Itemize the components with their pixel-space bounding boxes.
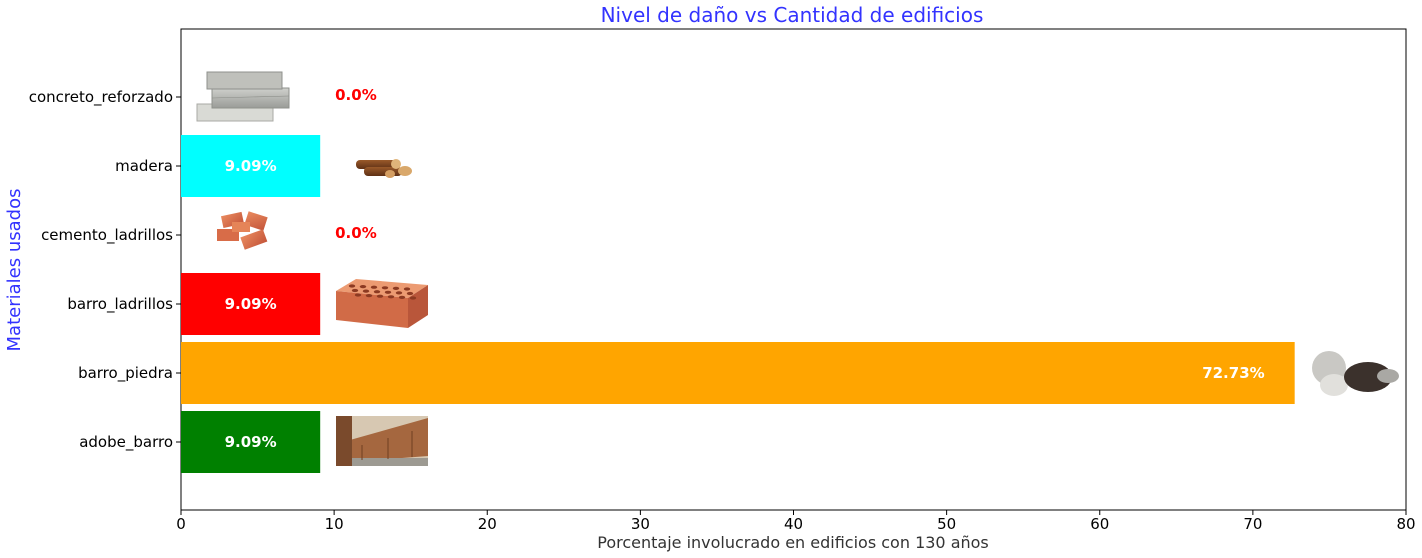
x-tick-label: 70 [1243,515,1262,533]
x-tick-label: 60 [1090,515,1109,533]
bar-value-label: 0.0% [335,224,377,242]
adobe-wall-image [336,416,428,466]
bar-value-label: 9.09% [225,433,277,451]
x-tick-label: 30 [631,515,650,533]
x-tick-label: 80 [1396,515,1415,533]
x-tick-label: 20 [478,515,497,533]
bar [181,411,321,473]
bar-value-label: 9.09% [225,157,277,175]
y-tick-label: cemento_ladrillos [41,226,173,245]
y-tick-label: adobe_barro [79,433,173,452]
cement-bricks-image [217,211,268,250]
x-tick-label: 10 [325,515,344,533]
bar-value-label: 9.09% [225,295,277,313]
x-tick-label: 40 [784,515,803,533]
chart-title: Nivel de daño vs Cantidad de edificios [601,3,984,27]
bar-value-label: 0.0% [335,86,377,104]
y-tick-label: concreto_reforzado [29,88,173,107]
bar-group: 0.0% 9.09% 0.0% 9.09% 72.73% 9.09% [181,86,1295,473]
bar [181,135,321,197]
river-stones-image [1312,351,1399,396]
x-axis: 0 10 20 30 40 50 60 70 80 [176,510,1416,533]
clay-brick-image [336,279,428,328]
bar [181,273,321,335]
bar-value-label: 72.73% [1202,364,1264,382]
y-tick-label: barro_ladrillos [67,295,173,314]
x-tick-label: 50 [937,515,956,533]
y-tick-label: madera [115,157,173,175]
material-images [196,71,1399,466]
bar [181,342,1295,404]
concrete-blocks-image [196,71,290,122]
y-axis-label: Materiales usados [4,189,25,352]
x-tick-label: 0 [176,515,186,533]
y-tick-label: barro_piedra [78,364,173,383]
x-axis-label: Porcentaje involucrado en edificios con … [597,533,989,552]
wood-logs-image [356,159,412,178]
